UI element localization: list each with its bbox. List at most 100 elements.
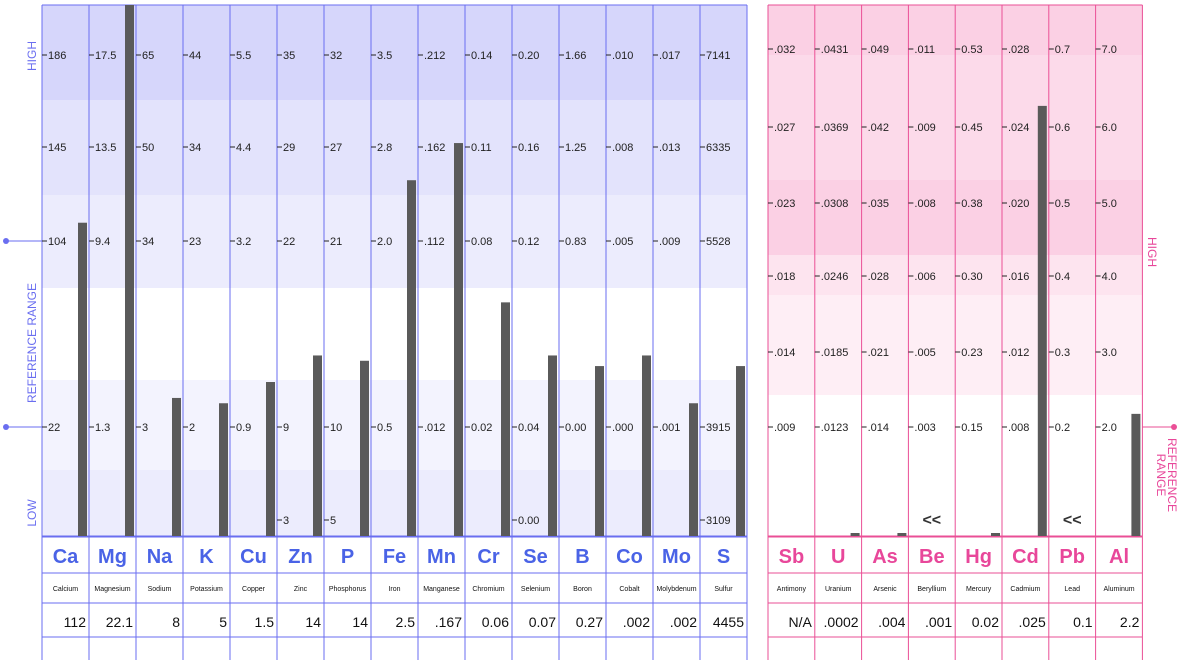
toxic-tick-label: 0.15: [961, 422, 982, 434]
toxic-symbol: As: [872, 546, 898, 568]
toxic-high-label: HIGH: [1145, 237, 1159, 267]
nutrient-tick-label: 9.4: [95, 236, 110, 248]
toxic-symbol: Sb: [779, 546, 805, 568]
nutrient-tick-label: .010: [612, 50, 633, 62]
nutrient-tick-label: 22: [283, 236, 295, 248]
nutrient-tick-label: 1.25: [565, 142, 586, 154]
nutrient-high-label: HIGH: [25, 41, 39, 71]
nutrient-symbol: Mg: [98, 546, 127, 568]
toxic-tick-label: .011: [914, 44, 935, 56]
toxic-tick-label: 0.5: [1055, 198, 1070, 210]
toxic-tick-label: 6.0: [1102, 122, 1117, 134]
nutrient-zone-band: [42, 288, 747, 380]
toxic-tick-label: 4.0: [1102, 271, 1117, 283]
toxic-tick-label: .009: [774, 422, 795, 434]
toxic-symbol: U: [831, 546, 845, 568]
toxic-tick-label: .005: [914, 347, 935, 359]
nutrient-tick-label: 4.4: [236, 142, 251, 154]
toxic-symbol: Pb: [1059, 546, 1085, 568]
nutrient-tick-label: 5: [330, 515, 336, 527]
nutrient-value: 0.06: [482, 614, 509, 630]
nutrient-symbol: Ca: [53, 546, 79, 568]
toxic-tick-label: .0369: [821, 122, 849, 134]
toxic-tick-label: 5.0: [1102, 198, 1117, 210]
nutrient-value: 1.5: [255, 614, 275, 630]
toxic-name: Aluminum: [1103, 586, 1134, 593]
nutrient-tick-label: 0.9: [236, 422, 251, 434]
toxic-reference-range-label: REFERENCERANGE: [1154, 438, 1179, 512]
toxic-value: 0.02: [972, 614, 999, 630]
toxic-tick-label: 7.0: [1102, 44, 1117, 56]
nutrient-tick-label: 0.83: [565, 236, 586, 248]
nutrient-tick-label: 3.2: [236, 236, 251, 248]
nutrient-tick-label: 32: [330, 50, 342, 62]
toxic-tick-label: .0308: [821, 198, 849, 210]
nutrient-symbol: Na: [147, 546, 173, 568]
toxic-value: 2.2: [1120, 614, 1140, 630]
nutrient-tick-label: .009: [659, 236, 680, 248]
nutrient-tick-label: 27: [330, 142, 342, 154]
toxic-symbol: Be: [919, 546, 945, 568]
toxic-tick-label: 0.45: [961, 122, 982, 134]
nutrient-tick-label: .005: [612, 236, 633, 248]
nutrient-value: 22.1: [106, 614, 133, 630]
toxic-tick-label: .032: [774, 44, 795, 56]
nutrient-tick-label: 145: [48, 142, 66, 154]
nutrient-low-label: LOW: [25, 499, 39, 527]
toxic-symbol: Al: [1109, 546, 1129, 568]
grid-lines: [41, 4, 1143, 660]
nutrient-tick-label: .212: [424, 50, 445, 62]
toxic-tick-label: .003: [914, 422, 935, 434]
toxic-tick-label: .027: [774, 122, 795, 134]
nutrient-value: 0.07: [529, 614, 556, 630]
nutrient-name: Selenium: [521, 586, 550, 593]
nutrient-tick-label: 44: [189, 50, 201, 62]
toxic-tick-label: .024: [1008, 122, 1029, 134]
nutrient-bar-mo: [689, 403, 698, 536]
element-footer: Ca Calcium 112 Mg Magnesium 22.1 Na Sodium 8 K Pot…: [53, 546, 1140, 630]
nutrient-tick-label: 0.00: [518, 515, 539, 527]
nutrient-tick-label: 13.5: [95, 142, 116, 154]
nutrient-tick-label: 10: [330, 422, 342, 434]
nutrient-name: Sodium: [148, 586, 172, 593]
nutrient-tick-label: 3: [142, 422, 148, 434]
nutrient-tick-label: 9: [283, 422, 289, 434]
nutrient-value: 8: [172, 614, 180, 630]
nutrient-value: .002: [623, 614, 650, 630]
nutrient-value: .002: [670, 614, 697, 630]
toxic-tick-label: .049: [868, 44, 889, 56]
nutrient-bar-s: [736, 366, 745, 536]
toxic-tick-label: 0.23: [961, 347, 982, 359]
bars: << <<: [78, 5, 1141, 537]
toxic-tick-label: 0.7: [1055, 44, 1070, 56]
nutrient-tick-label: 2.0: [377, 236, 392, 248]
nutrient-bar-se: [548, 355, 557, 536]
nutrient-tick-label: .012: [424, 422, 445, 434]
nutrient-tick-label: 0.12: [518, 236, 539, 248]
toxic-tick-label: 0.4: [1055, 271, 1070, 283]
nutrient-tick-label: 5528: [706, 236, 730, 248]
nutrient-name: Phosphorus: [329, 586, 367, 593]
nutrient-value: 0.27: [576, 614, 603, 630]
nutrient-tick-label: 0.11: [471, 142, 492, 154]
nutrient-value: 2.5: [396, 614, 416, 630]
nutrient-zone-band: [42, 5, 747, 100]
nutrient-tick-label: .112: [424, 236, 445, 248]
nutrient-tick-label: 104: [48, 236, 66, 248]
nutrient-name: Copper: [242, 586, 266, 593]
toxic-tick-label: 2.0: [1102, 422, 1117, 434]
nutrient-zone-band: [42, 470, 747, 536]
nutrient-name: Magnesium: [94, 586, 130, 593]
toxic-bar-al: [1131, 413, 1141, 536]
nutrient-tick-label: 0.02: [471, 422, 492, 434]
toxic-symbol: Cd: [1012, 546, 1039, 568]
nutrient-bar-b: [595, 366, 604, 536]
nutrient-tick-label: 23: [189, 236, 201, 248]
toxic-tick-label: .0185: [821, 347, 849, 359]
nutrient-tick-label: 21: [330, 236, 342, 248]
nutrient-tick-label: 3: [283, 515, 289, 527]
toxic-value: 0.1: [1073, 614, 1093, 630]
toxic-below-range-marker: <<: [1063, 512, 1082, 529]
nutrient-tick-label: 3915: [706, 422, 730, 434]
